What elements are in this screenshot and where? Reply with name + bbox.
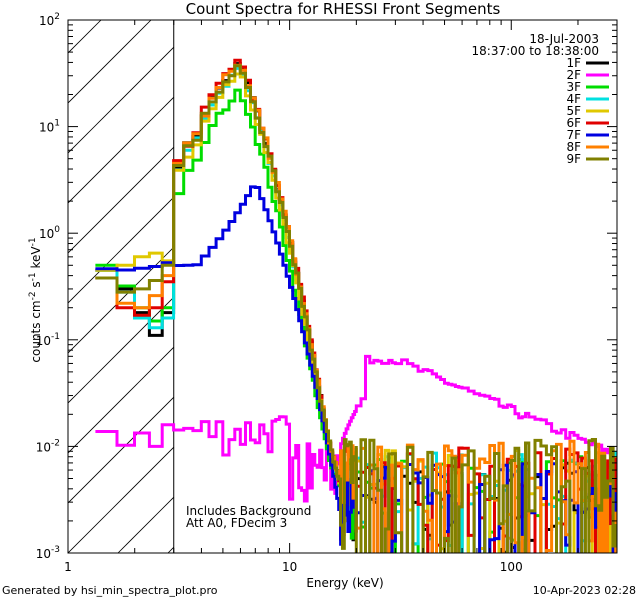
y-tick-label: 102 (39, 12, 60, 28)
footer-timestamp: 10-Apr-2023 02:28 (533, 584, 636, 597)
x-tick-label: 1 (64, 560, 72, 574)
date-label: 18-Jul-2003 (529, 32, 599, 46)
y-tick-label: 101 (39, 119, 60, 135)
hatch-line (68, 396, 174, 504)
legend-label-9F: 9F (566, 152, 581, 166)
y-tick-label: 10-2 (36, 438, 60, 454)
hatch-line (68, 20, 152, 104)
legend-label-2F: 2F (566, 68, 581, 82)
legend-label-5F: 5F (566, 104, 581, 118)
x-tick-label: 10 (282, 560, 297, 574)
hatch-line (68, 446, 174, 553)
x-axis-label: Energy (keV) (306, 576, 383, 590)
footer-generated-by: Generated by hsi_min_spectra_plot.pro (2, 584, 218, 597)
hatch-line (68, 96, 174, 204)
plot-frame (67, 19, 618, 554)
annotation-attenuator: Att A0, FDecim 3 (186, 516, 287, 530)
legend-label-7F: 7F (566, 128, 581, 142)
y-axis-label: counts cm-2 s-1 keV-1 (28, 237, 43, 362)
hatch-line (618, 0, 640, 553)
hatch-line (68, 196, 174, 304)
y-tick-label: 10-3 (36, 545, 60, 561)
legend-label-3F: 3F (566, 80, 581, 94)
legend-label-1F: 1F (566, 56, 581, 70)
series-group (95, 58, 617, 553)
series-9F (95, 64, 617, 553)
legend-label-4F: 4F (566, 92, 581, 106)
series-2F (95, 354, 617, 503)
x-tick-label: 100 (500, 560, 523, 574)
annotation-background: Includes Background (186, 504, 311, 518)
legend-label-6F: 6F (566, 116, 581, 130)
legend-label-8F: 8F (566, 140, 581, 154)
chart-title: Count Spectra for RHESSI Front Segments (186, 0, 501, 18)
y-tick-label: 100 (39, 225, 60, 241)
time-range-label: 18:37:00 to 18:38:00 (472, 44, 599, 58)
hatch-line (68, 46, 174, 154)
hatched-region (68, 0, 640, 553)
hatch-line (68, 246, 174, 354)
